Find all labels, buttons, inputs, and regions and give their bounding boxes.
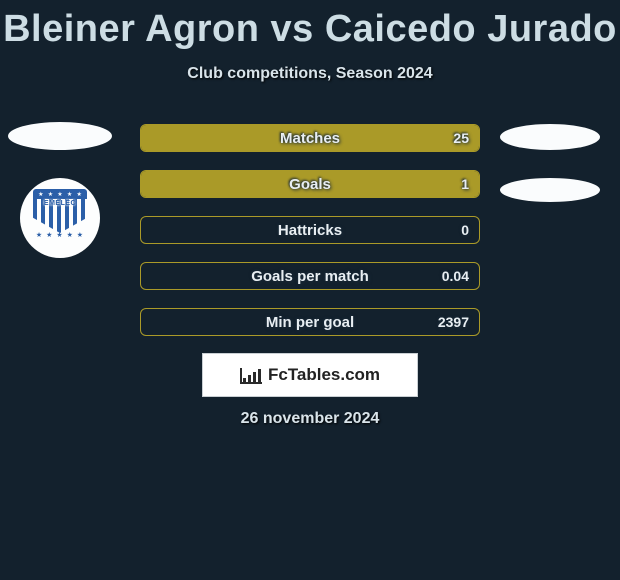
stat-bar-row: Goals1 [140, 170, 480, 198]
badge-inner: ★★★★★ EMELEC ★ ★ ★ ★ ★ [33, 189, 87, 247]
placeholder-oval [500, 178, 600, 202]
stat-bar-label: Goals [141, 171, 479, 197]
stat-bar-label: Hattricks [141, 217, 479, 243]
chart-icon [240, 366, 262, 384]
stat-bar-value: 1 [461, 171, 469, 197]
stat-bar-row: Goals per match0.04 [140, 262, 480, 290]
stat-bar-row: Matches25 [140, 124, 480, 152]
placeholder-oval [8, 122, 112, 150]
stat-bar-label: Min per goal [141, 309, 479, 335]
stat-bar-value: 25 [453, 125, 469, 151]
team-badge: ★★★★★ EMELEC ★ ★ ★ ★ ★ [20, 178, 100, 258]
page-title: Bleiner Agron vs Caicedo Jurado [0, 0, 620, 51]
watermark: FcTables.com [202, 353, 418, 397]
stat-bars: Matches25 Goals1 Hattricks0 Goals per match… [140, 124, 480, 354]
stat-bar-value: 0 [461, 217, 469, 243]
stat-bar-value: 2397 [438, 309, 469, 335]
badge-text: EMELEC [33, 200, 87, 207]
stat-bar-label: Matches [141, 125, 479, 151]
subtitle: Club competitions, Season 2024 [0, 65, 620, 83]
placeholder-oval [500, 124, 600, 150]
badge-star-row: ★★★★★ [33, 189, 87, 199]
date-text: 26 november 2024 [0, 410, 620, 428]
stat-bar-row: Hattricks0 [140, 216, 480, 244]
stat-bar-row: Min per goal2397 [140, 308, 480, 336]
stat-bar-label: Goals per match [141, 263, 479, 289]
stat-bar-value: 0.04 [442, 263, 469, 289]
watermark-text: FcTables.com [268, 365, 380, 385]
